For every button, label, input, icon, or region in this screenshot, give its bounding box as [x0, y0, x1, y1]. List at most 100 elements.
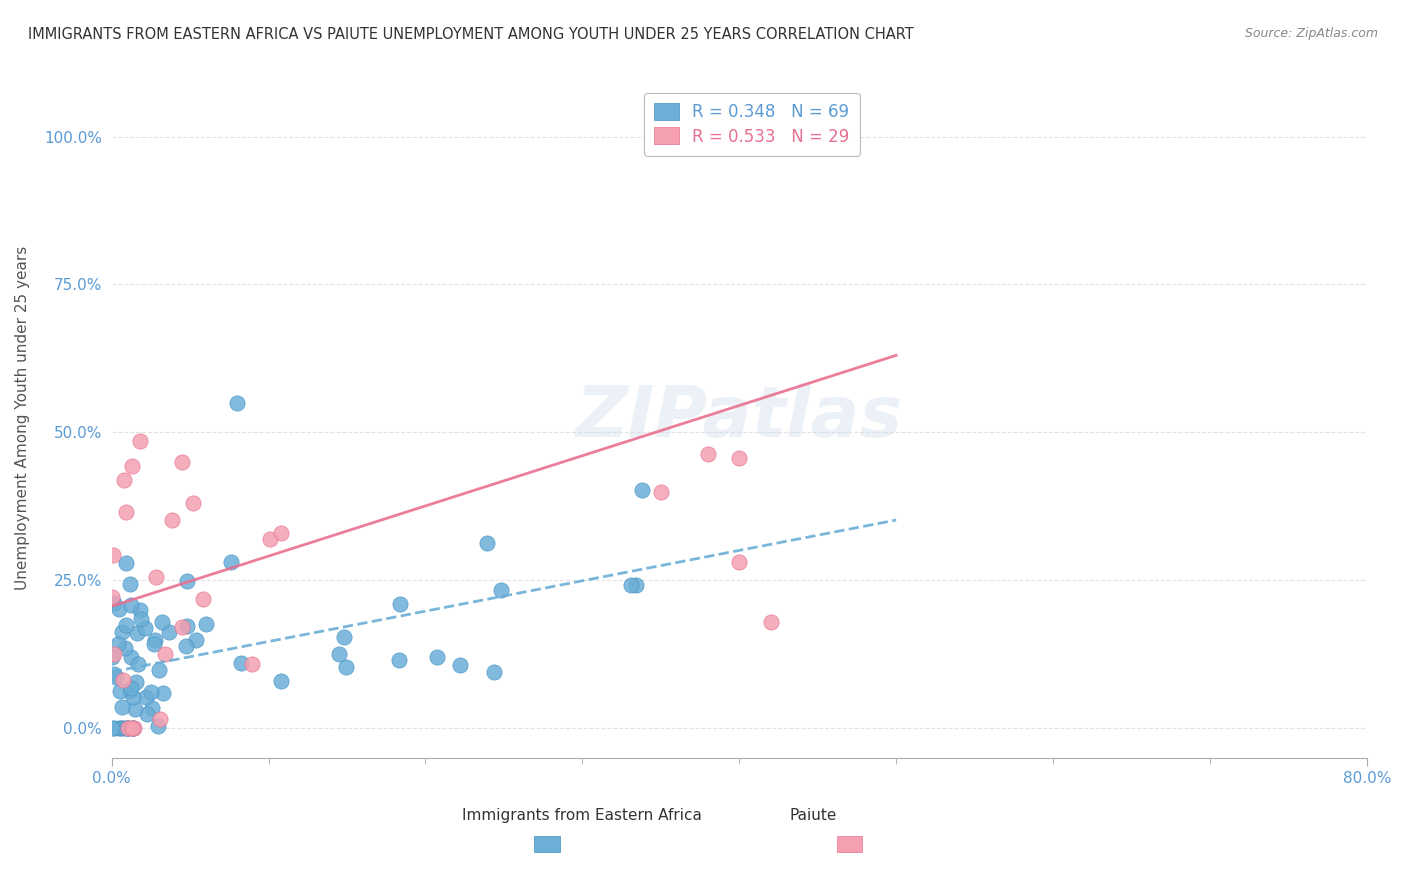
Point: [489, 582, 512, 597]
Point: [103, 647, 125, 661]
Point: [115, 556, 138, 570]
Point: [129, 602, 152, 616]
Point: [101, 590, 124, 604]
Text: Paiute: Paiute: [789, 808, 837, 823]
Point: [103, 666, 125, 681]
Point: [270, 674, 292, 689]
Point: [127, 657, 149, 672]
Point: [184, 632, 207, 647]
Point: [149, 712, 172, 726]
Point: [172, 455, 194, 469]
Point: [114, 505, 136, 519]
Point: [426, 649, 449, 664]
Text: Immigrants from Eastern Africa: Immigrants from Eastern Africa: [461, 808, 702, 823]
Point: [121, 690, 143, 704]
Point: [141, 701, 163, 715]
Point: [146, 719, 169, 733]
Point: [103, 549, 125, 563]
Point: [114, 641, 136, 656]
Point: [626, 578, 648, 592]
Point: [728, 129, 751, 144]
Point: [120, 681, 142, 695]
Point: [759, 129, 782, 144]
Point: [150, 615, 173, 630]
Point: [650, 485, 672, 500]
Point: [183, 496, 205, 510]
Point: [115, 721, 138, 735]
Point: [110, 721, 132, 735]
Point: [122, 721, 145, 735]
Point: [475, 536, 498, 550]
Point: [120, 576, 142, 591]
Point: [157, 624, 180, 639]
Text: ZIPatlas: ZIPatlas: [575, 383, 903, 452]
Point: [176, 574, 198, 589]
Point: [335, 660, 357, 674]
Point: [259, 532, 281, 546]
Point: [619, 577, 641, 591]
Legend: R = 0.348   N = 69, R = 0.533   N = 29: R = 0.348 N = 69, R = 0.533 N = 29: [644, 93, 859, 155]
Point: [193, 591, 215, 606]
Point: [226, 395, 249, 409]
Point: [111, 700, 134, 714]
Point: [270, 525, 292, 540]
Point: [134, 621, 156, 635]
Point: [135, 690, 157, 704]
Point: [118, 683, 141, 698]
Point: [759, 615, 782, 630]
Point: [108, 684, 131, 698]
Point: [125, 675, 148, 690]
Point: [148, 663, 170, 677]
Text: IMMIGRANTS FROM EASTERN AFRICA VS PAIUTE UNEMPLOYMENT AMONG YOUTH UNDER 25 YEARS: IMMIGRANTS FROM EASTERN AFRICA VS PAIUTE…: [28, 27, 914, 42]
Point: [107, 601, 129, 615]
Point: [101, 650, 124, 665]
Point: [143, 637, 166, 651]
Point: [328, 647, 350, 661]
Point: [728, 450, 751, 465]
Point: [122, 721, 145, 735]
Point: [112, 473, 135, 487]
Point: [696, 447, 718, 461]
Point: [145, 569, 167, 583]
Point: [449, 658, 471, 673]
Point: [120, 598, 142, 612]
Point: [107, 637, 129, 651]
Point: [728, 555, 751, 569]
Text: Source: ZipAtlas.com: Source: ZipAtlas.com: [1244, 27, 1378, 40]
Point: [388, 597, 411, 611]
Point: [194, 617, 217, 632]
Point: [174, 639, 197, 653]
Point: [129, 434, 152, 449]
Point: [112, 721, 135, 735]
Point: [112, 673, 135, 687]
Point: [136, 706, 159, 721]
Point: [115, 721, 138, 735]
Point: [143, 633, 166, 648]
Point: [103, 596, 125, 610]
Point: [160, 513, 183, 527]
Point: [121, 459, 143, 474]
Point: [240, 657, 263, 672]
Point: [221, 555, 243, 569]
Point: [122, 721, 145, 735]
Point: [170, 620, 193, 634]
Point: [125, 626, 148, 640]
Point: [121, 721, 143, 735]
Point: [117, 721, 139, 735]
Y-axis label: Unemployment Among Youth under 25 years: Unemployment Among Youth under 25 years: [15, 245, 30, 590]
Point: [108, 721, 131, 735]
Point: [105, 670, 128, 684]
Point: [121, 721, 143, 735]
Point: [388, 653, 411, 667]
Point: [141, 684, 163, 698]
Point: [630, 483, 652, 498]
Point: [332, 630, 354, 644]
Point: [152, 685, 174, 699]
Point: [115, 618, 138, 632]
Point: [111, 625, 134, 640]
Point: [155, 647, 177, 661]
Point: [229, 656, 252, 670]
Point: [101, 721, 124, 735]
Point: [176, 619, 198, 633]
Point: [103, 721, 125, 735]
